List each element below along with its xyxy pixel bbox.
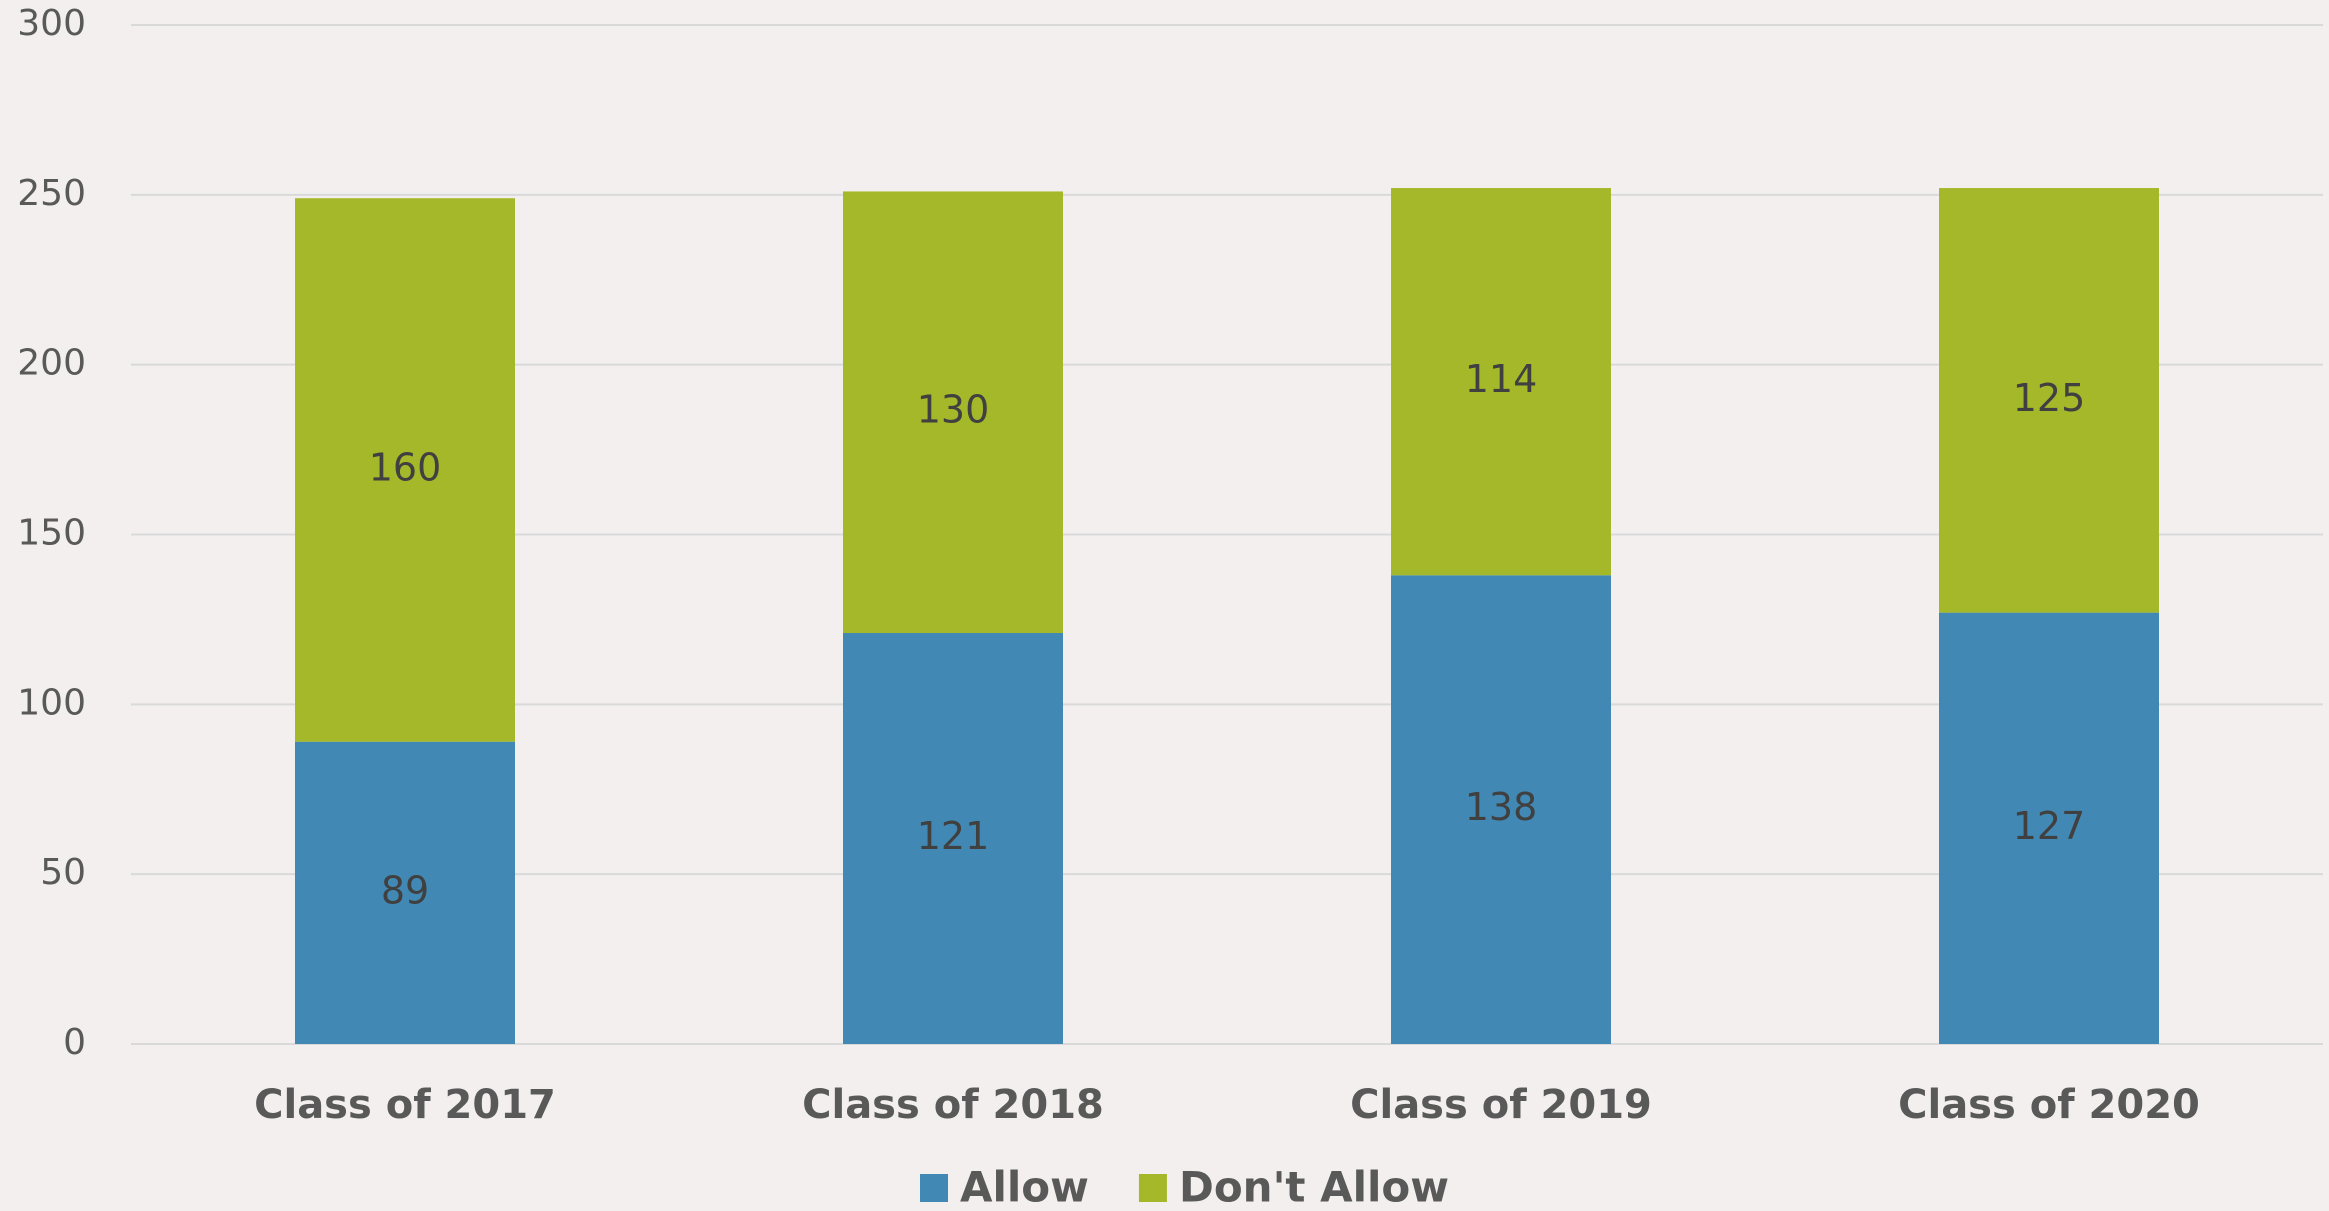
bar-segment — [1391, 188, 1611, 576]
data-label: 125 — [2013, 376, 2086, 420]
bar-segment — [843, 191, 1063, 634]
data-label: 121 — [917, 814, 990, 858]
bar-segment — [843, 633, 1063, 1044]
bar-segment — [295, 198, 515, 742]
data-label: 114 — [1465, 357, 1538, 401]
bar-segment — [1391, 575, 1611, 1044]
y-tick-label: 50 — [40, 852, 86, 893]
y-tick-label: 0 — [63, 1022, 86, 1063]
y-tick-label: 250 — [17, 173, 86, 214]
x-tick-label: Class of 2019 — [1350, 1082, 1652, 1128]
legend-swatch — [1138, 1174, 1167, 1202]
bar-segment — [1939, 188, 2159, 613]
x-tick-label: Class of 2020 — [1898, 1082, 2200, 1128]
y-tick-label: 100 — [17, 682, 86, 723]
data-label: 160 — [369, 445, 442, 489]
y-tick-label: 150 — [17, 513, 86, 554]
bar-segment — [295, 741, 515, 1044]
bar-segment — [1939, 612, 2159, 1044]
x-tick-label: Class of 2017 — [254, 1082, 556, 1128]
legend-swatch — [920, 1174, 948, 1202]
y-tick-label: 300 — [17, 3, 86, 44]
data-label: 89 — [381, 868, 429, 912]
y-tick-label: 200 — [17, 343, 86, 384]
legend-label: Allow — [960, 1163, 1089, 1211]
x-tick-label: Class of 2018 — [802, 1082, 1104, 1128]
legend-label: Don't Allow — [1179, 1163, 1449, 1211]
data-label: 127 — [2013, 804, 2086, 848]
data-label: 138 — [1465, 785, 1538, 829]
data-label: 130 — [917, 388, 990, 432]
